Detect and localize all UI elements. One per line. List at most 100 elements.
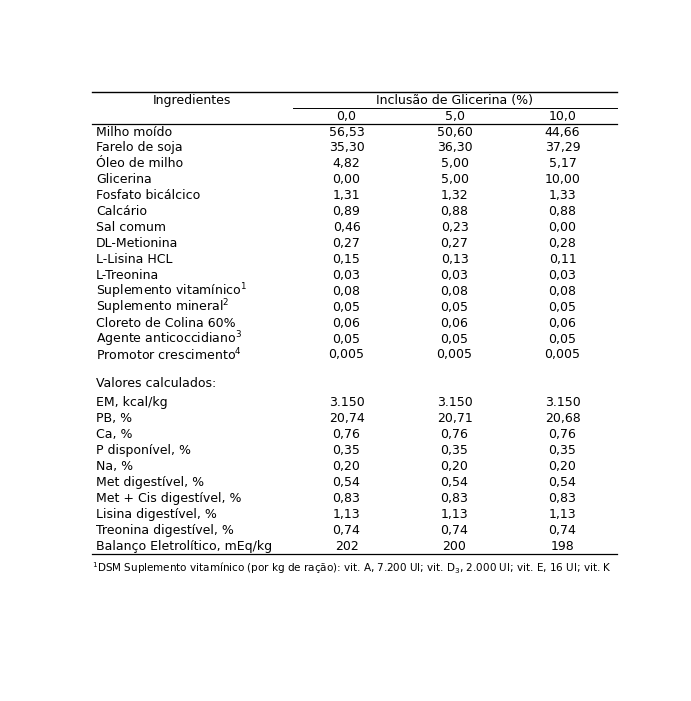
- Text: 200: 200: [443, 540, 466, 552]
- Text: 0,54: 0,54: [441, 476, 468, 489]
- Text: 1,32: 1,32: [441, 189, 468, 202]
- Text: 0,76: 0,76: [441, 428, 468, 441]
- Text: 37,29: 37,29: [545, 142, 580, 154]
- Text: 1,13: 1,13: [549, 508, 576, 521]
- Text: 202: 202: [334, 540, 359, 552]
- Text: 0,83: 0,83: [441, 492, 468, 505]
- Text: 198: 198: [551, 540, 574, 552]
- Text: 35,30: 35,30: [329, 142, 364, 154]
- Text: Met digestível, %: Met digestível, %: [96, 476, 204, 489]
- Text: Fosfato bicálcico: Fosfato bicálcico: [96, 189, 200, 202]
- Text: Promotor crescimento$^4$: Promotor crescimento$^4$: [96, 347, 242, 363]
- Text: 0,74: 0,74: [549, 524, 576, 536]
- Text: 5,00: 5,00: [441, 157, 468, 170]
- Text: 0,83: 0,83: [332, 492, 361, 505]
- Text: 1,13: 1,13: [441, 508, 468, 521]
- Text: PB, %: PB, %: [96, 412, 132, 425]
- Text: DL-Metionina: DL-Metionina: [96, 237, 178, 250]
- Text: 0,005: 0,005: [545, 348, 580, 362]
- Text: 0,08: 0,08: [549, 285, 576, 298]
- Text: 0,00: 0,00: [332, 173, 361, 186]
- Text: 20,68: 20,68: [545, 412, 580, 425]
- Text: Treonina digestível, %: Treonina digestível, %: [96, 524, 234, 536]
- Text: Milho moído: Milho moído: [96, 125, 172, 139]
- Text: Suplemento mineral$^2$: Suplemento mineral$^2$: [96, 297, 229, 317]
- Text: 0,88: 0,88: [549, 205, 576, 218]
- Text: 0,27: 0,27: [332, 237, 361, 250]
- Text: Inclusão de Glicerina (%): Inclusão de Glicerina (%): [376, 94, 533, 107]
- Text: $^1$DSM Suplemento vitamínico (por kg de ração): vit. A, 7.200 UI; vit. D$_3$, 2: $^1$DSM Suplemento vitamínico (por kg de…: [92, 561, 612, 576]
- Text: 1,31: 1,31: [333, 189, 361, 202]
- Text: 0,005: 0,005: [437, 348, 473, 362]
- Text: 5,0: 5,0: [444, 109, 464, 123]
- Text: Óleo de milho: Óleo de milho: [96, 157, 183, 170]
- Text: 10,00: 10,00: [545, 173, 580, 186]
- Text: 1,33: 1,33: [549, 189, 576, 202]
- Text: 10,0: 10,0: [549, 109, 576, 123]
- Text: 50,60: 50,60: [437, 125, 473, 139]
- Text: Farelo de soja: Farelo de soja: [96, 142, 182, 154]
- Text: Valores calculados:: Valores calculados:: [96, 377, 216, 390]
- Text: 0,20: 0,20: [549, 460, 576, 473]
- Text: Lisina digestível, %: Lisina digestível, %: [96, 508, 217, 521]
- Text: L-Lisina HCL: L-Lisina HCL: [96, 253, 173, 266]
- Text: Agente anticoccidiano$^3$: Agente anticoccidiano$^3$: [96, 329, 242, 349]
- Text: 3.150: 3.150: [437, 396, 473, 409]
- Text: 3.150: 3.150: [545, 396, 580, 409]
- Text: 0,35: 0,35: [441, 444, 468, 457]
- Text: Calcário: Calcário: [96, 205, 147, 218]
- Text: Sal comum: Sal comum: [96, 221, 166, 234]
- Text: 0,06: 0,06: [441, 317, 468, 329]
- Text: 0,35: 0,35: [332, 444, 361, 457]
- Text: L-Treonina: L-Treonina: [96, 269, 159, 282]
- Text: 0,05: 0,05: [441, 332, 468, 346]
- Text: 0,08: 0,08: [332, 285, 361, 298]
- Text: 0,46: 0,46: [332, 221, 361, 234]
- Text: 0,05: 0,05: [332, 332, 361, 346]
- Text: 0,23: 0,23: [441, 221, 468, 234]
- Text: 4,82: 4,82: [332, 157, 361, 170]
- Text: 20,71: 20,71: [437, 412, 473, 425]
- Text: 0,74: 0,74: [332, 524, 361, 536]
- Text: 5,00: 5,00: [441, 173, 468, 186]
- Text: 0,27: 0,27: [441, 237, 468, 250]
- Text: 0,05: 0,05: [549, 301, 576, 313]
- Text: Cloreto de Colina 60%: Cloreto de Colina 60%: [96, 317, 236, 329]
- Text: Balanço Eletrolítico, mEq/kg: Balanço Eletrolítico, mEq/kg: [96, 540, 272, 552]
- Text: 0,76: 0,76: [549, 428, 576, 441]
- Text: 0,15: 0,15: [332, 253, 361, 266]
- Text: 0,20: 0,20: [441, 460, 468, 473]
- Text: 0,54: 0,54: [332, 476, 361, 489]
- Text: 0,03: 0,03: [332, 269, 361, 282]
- Text: Suplemento vitamínico$^1$: Suplemento vitamínico$^1$: [96, 282, 247, 301]
- Text: 0,00: 0,00: [549, 221, 576, 234]
- Text: Ingredientes: Ingredientes: [153, 94, 231, 107]
- Text: 44,66: 44,66: [545, 125, 580, 139]
- Text: 0,20: 0,20: [332, 460, 361, 473]
- Text: 0,54: 0,54: [549, 476, 576, 489]
- Text: 0,06: 0,06: [332, 317, 361, 329]
- Text: 0,11: 0,11: [549, 253, 576, 266]
- Text: 0,13: 0,13: [441, 253, 468, 266]
- Text: 0,0: 0,0: [337, 109, 357, 123]
- Text: 5,17: 5,17: [549, 157, 576, 170]
- Text: 0,76: 0,76: [332, 428, 361, 441]
- Text: 0,06: 0,06: [549, 317, 576, 329]
- Text: 0,03: 0,03: [549, 269, 576, 282]
- Text: 0,05: 0,05: [441, 301, 468, 313]
- Text: P disponível, %: P disponível, %: [96, 444, 191, 457]
- Text: Ca, %: Ca, %: [96, 428, 133, 441]
- Text: 56,53: 56,53: [329, 125, 364, 139]
- Text: Met + Cis digestível, %: Met + Cis digestível, %: [96, 492, 242, 505]
- Text: 0,08: 0,08: [441, 285, 468, 298]
- Text: 0,03: 0,03: [441, 269, 468, 282]
- Text: 0,005: 0,005: [328, 348, 365, 362]
- Text: 0,74: 0,74: [441, 524, 468, 536]
- Text: 0,05: 0,05: [332, 301, 361, 313]
- Text: 3.150: 3.150: [329, 396, 364, 409]
- Text: 1,13: 1,13: [333, 508, 361, 521]
- Text: EM, kcal/kg: EM, kcal/kg: [96, 396, 168, 409]
- Text: Glicerina: Glicerina: [96, 173, 152, 186]
- Text: 36,30: 36,30: [437, 142, 473, 154]
- Text: 0,83: 0,83: [549, 492, 576, 505]
